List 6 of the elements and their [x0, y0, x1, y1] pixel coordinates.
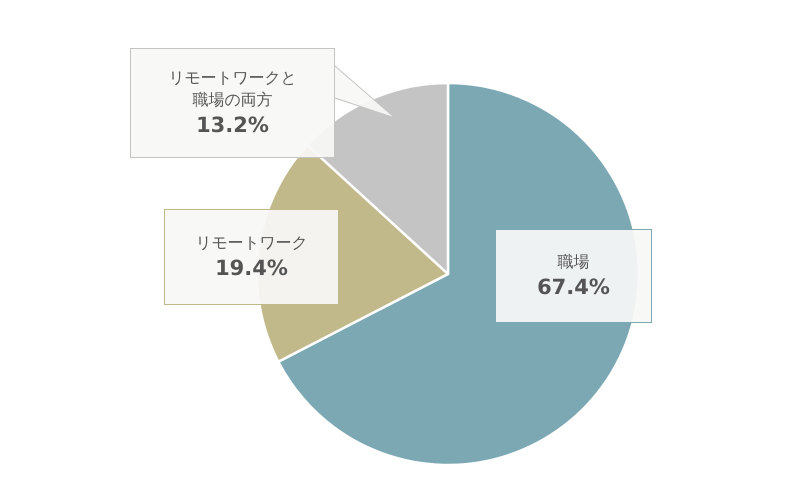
data-label: 19.4%: [215, 255, 288, 282]
slice-label: リモートワーク: [196, 232, 308, 254]
data-label: 13.2%: [196, 112, 269, 139]
data-label: 67.4%: [537, 274, 610, 301]
slice-label: リモートワークと職場の両方: [168, 67, 298, 111]
slice-label: 職場: [558, 251, 590, 273]
